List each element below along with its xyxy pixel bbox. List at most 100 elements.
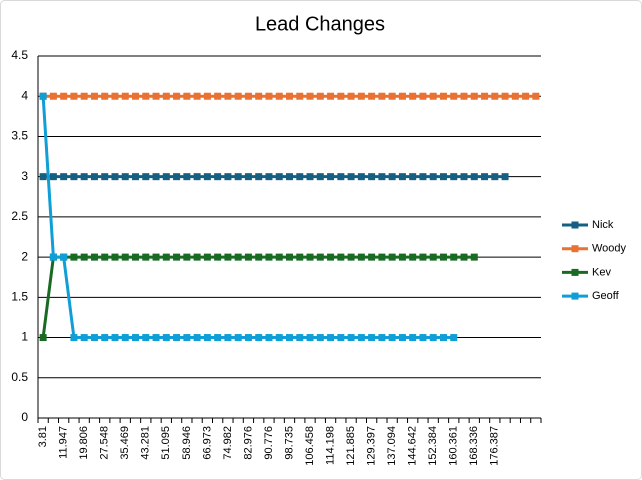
marker: [347, 253, 355, 261]
chart-title: Lead Changes: [255, 13, 385, 35]
marker: [337, 253, 345, 261]
marker: [347, 92, 355, 100]
y-tick-label: 4: [21, 88, 28, 102]
marker: [460, 92, 468, 100]
marker: [409, 173, 417, 181]
marker: [388, 334, 396, 342]
x-tick-label: 82.976: [242, 426, 254, 460]
x-tick-label: 176.387: [489, 426, 501, 466]
marker: [244, 92, 252, 100]
marker: [60, 253, 68, 261]
marker: [142, 173, 150, 181]
marker: [80, 92, 88, 100]
marker: [121, 253, 129, 261]
marker: [522, 92, 530, 100]
x-tick-label: 121.885: [345, 426, 357, 466]
marker: [111, 253, 119, 261]
marker: [203, 173, 211, 181]
y-tick-label: 2.5: [11, 209, 28, 223]
marker: [306, 334, 314, 342]
marker: [429, 92, 437, 100]
marker: [306, 173, 314, 181]
marker: [255, 253, 263, 261]
marker: [286, 253, 293, 261]
marker: [80, 173, 88, 181]
marker: [470, 253, 478, 261]
marker: [347, 173, 355, 181]
x-tick-label: 43.281: [140, 426, 152, 460]
marker: [173, 173, 181, 181]
marker: [388, 173, 396, 181]
marker: [152, 334, 160, 342]
marker: [398, 92, 406, 100]
marker: [357, 334, 365, 342]
marker: [439, 173, 447, 181]
marker: [70, 92, 78, 100]
marker: [90, 92, 98, 100]
marker: [203, 253, 211, 261]
marker: [532, 92, 540, 100]
marker: [244, 334, 252, 342]
marker: [439, 92, 447, 100]
marker: [460, 253, 468, 261]
marker: [90, 253, 98, 261]
x-tick-label: 137.094: [386, 426, 398, 466]
x-tick-label: 74.982: [222, 426, 234, 460]
marker: [224, 334, 232, 342]
marker: [70, 253, 78, 261]
y-tick-label: 0.5: [11, 370, 28, 384]
marker: [152, 92, 160, 100]
marker: [224, 92, 232, 100]
marker: [132, 334, 140, 342]
marker: [296, 92, 304, 100]
marker: [316, 334, 324, 342]
marker: [286, 173, 293, 181]
marker: [491, 92, 499, 100]
marker: [173, 334, 181, 342]
marker: [39, 173, 47, 181]
marker: [234, 92, 242, 100]
marker: [398, 173, 406, 181]
marker: [368, 253, 376, 261]
marker: [121, 92, 129, 100]
x-tick-label: 11.947: [58, 426, 70, 459]
marker: [409, 253, 417, 261]
marker: [419, 173, 427, 181]
marker: [49, 253, 57, 261]
marker: [60, 173, 68, 181]
marker: [90, 173, 98, 181]
x-tick-label: 144.642: [407, 426, 419, 466]
marker: [378, 334, 386, 342]
marker: [70, 173, 78, 181]
marker: [429, 253, 437, 261]
marker: [481, 92, 489, 100]
marker: [501, 173, 509, 181]
marker: [419, 334, 427, 342]
marker: [193, 173, 201, 181]
marker: [80, 253, 88, 261]
marker: [409, 334, 417, 342]
marker: [183, 92, 191, 100]
marker: [368, 334, 376, 342]
marker: [152, 253, 160, 261]
marker: [203, 334, 211, 342]
marker: [501, 92, 509, 100]
marker: [429, 173, 437, 181]
legend-marker: [571, 292, 579, 300]
marker: [368, 173, 376, 181]
marker: [162, 253, 170, 261]
legend-marker: [571, 268, 579, 276]
marker: [132, 173, 140, 181]
marker: [357, 92, 365, 100]
marker: [419, 253, 427, 261]
marker: [80, 334, 88, 342]
marker: [286, 334, 293, 342]
marker: [255, 173, 263, 181]
marker: [337, 173, 345, 181]
marker: [265, 92, 273, 100]
marker: [101, 253, 109, 261]
x-tick-label: 106.458: [304, 426, 316, 466]
marker: [265, 253, 273, 261]
legend-marker: [571, 221, 579, 229]
